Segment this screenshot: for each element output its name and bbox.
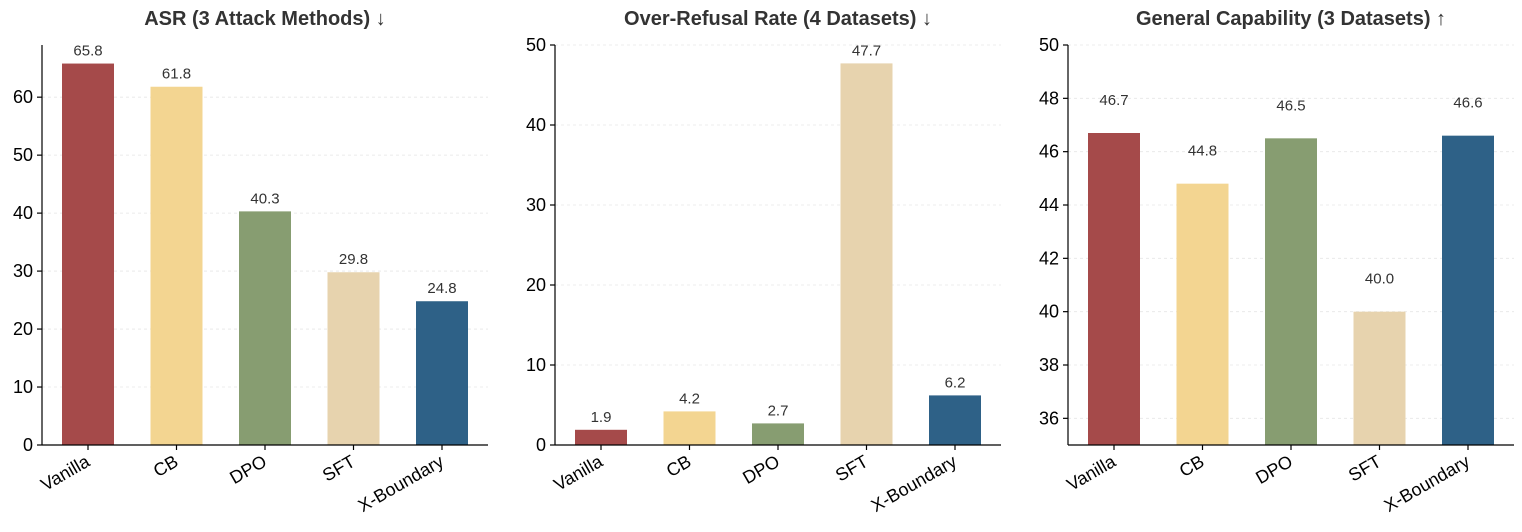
bar bbox=[929, 395, 981, 445]
data-label: 46.7 bbox=[1099, 92, 1128, 109]
bar bbox=[1176, 183, 1229, 445]
y-tick-label: 40 bbox=[526, 115, 546, 135]
bar bbox=[1265, 138, 1317, 446]
y-tick-label: 50 bbox=[526, 35, 546, 55]
data-label: 1.9 bbox=[591, 409, 612, 426]
bar bbox=[416, 301, 468, 445]
bar bbox=[663, 411, 716, 445]
bar bbox=[1353, 311, 1406, 445]
bar bbox=[150, 86, 203, 445]
data-label: 65.8 bbox=[73, 43, 102, 60]
y-tick-label: 40 bbox=[13, 203, 33, 223]
x-tick-label: X-Boundary bbox=[868, 451, 960, 516]
x-tick-label: Vanilla bbox=[550, 451, 606, 495]
y-tick-label: 44 bbox=[1039, 195, 1059, 215]
data-label: 29.8 bbox=[339, 251, 368, 268]
data-label: 2.7 bbox=[768, 402, 789, 419]
x-tick-label: CB bbox=[150, 451, 182, 481]
data-label: 44.8 bbox=[1188, 143, 1217, 160]
x-tick-label: Vanilla bbox=[37, 451, 93, 495]
y-tick-label: 50 bbox=[1039, 35, 1059, 55]
x-tick-label: DPO bbox=[1252, 451, 1296, 488]
bar bbox=[239, 211, 291, 445]
data-label: 47.7 bbox=[852, 42, 881, 59]
x-tick-label: DPO bbox=[226, 451, 270, 488]
data-label: 61.8 bbox=[162, 66, 191, 83]
data-label: 46.6 bbox=[1453, 95, 1482, 112]
x-tick-label: CB bbox=[1176, 451, 1208, 481]
bar bbox=[1442, 135, 1494, 445]
y-tick-label: 30 bbox=[526, 195, 546, 215]
data-label: 40.0 bbox=[1365, 271, 1394, 288]
bar bbox=[327, 272, 380, 445]
y-tick-label: 38 bbox=[1039, 355, 1059, 375]
x-tick-label: SFT bbox=[832, 451, 871, 485]
y-tick-label: 30 bbox=[13, 261, 33, 281]
chart-title: General Capability (3 Datasets) ↑ bbox=[1136, 8, 1446, 30]
y-tick-label: 0 bbox=[536, 435, 546, 455]
y-tick-label: 50 bbox=[13, 145, 33, 165]
y-tick-label: 20 bbox=[13, 319, 33, 339]
y-tick-label: 20 bbox=[526, 275, 546, 295]
data-label: 40.3 bbox=[250, 190, 279, 207]
data-label: 6.2 bbox=[945, 374, 966, 391]
x-tick-label: SFT bbox=[1345, 451, 1384, 485]
y-tick-label: 0 bbox=[23, 435, 33, 455]
data-label: 46.5 bbox=[1276, 97, 1305, 114]
chart-title: Over-Refusal Rate (4 Datasets) ↓ bbox=[624, 8, 932, 30]
y-tick-label: 10 bbox=[526, 355, 546, 375]
y-tick-label: 40 bbox=[1039, 302, 1059, 322]
x-tick-label: SFT bbox=[319, 451, 358, 485]
y-tick-label: 46 bbox=[1039, 142, 1059, 162]
bar bbox=[62, 63, 114, 446]
bar bbox=[840, 63, 893, 446]
y-tick-label: 42 bbox=[1039, 248, 1059, 268]
y-tick-label: 36 bbox=[1039, 408, 1059, 428]
x-tick-label: X-Boundary bbox=[355, 451, 447, 516]
y-tick-label: 60 bbox=[13, 87, 33, 107]
chart-title: ASR (3 Attack Methods) ↓ bbox=[144, 8, 386, 30]
x-tick-label: Vanilla bbox=[1063, 451, 1119, 495]
y-tick-label: 10 bbox=[13, 377, 33, 397]
x-tick-label: CB bbox=[663, 451, 695, 481]
bar bbox=[1088, 133, 1140, 445]
data-label: 24.8 bbox=[427, 280, 456, 297]
y-tick-label: 48 bbox=[1039, 88, 1059, 108]
bar bbox=[752, 423, 804, 445]
x-tick-label: DPO bbox=[739, 451, 783, 488]
x-tick-label: X-Boundary bbox=[1381, 451, 1473, 516]
data-label: 4.2 bbox=[679, 390, 700, 407]
bar bbox=[575, 429, 627, 445]
